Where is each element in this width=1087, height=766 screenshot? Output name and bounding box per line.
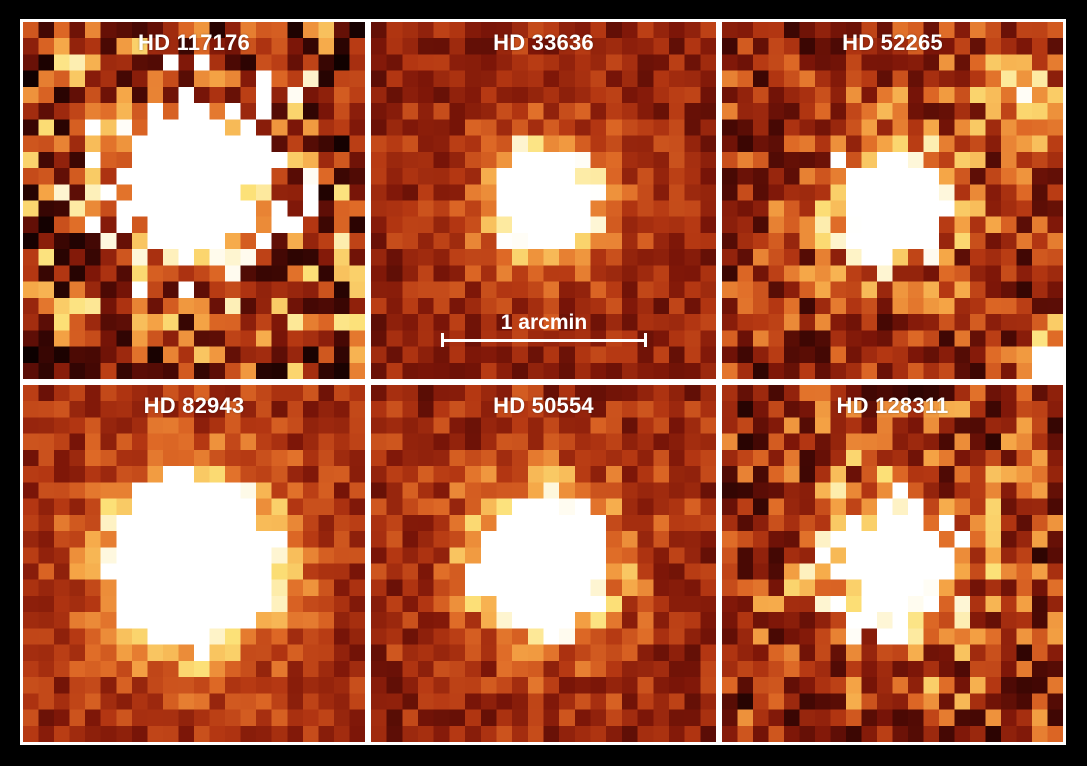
panel-image	[371, 22, 716, 379]
image-panel-hd-33636: HD 33636 1 arcmin	[371, 22, 716, 379]
image-panel-hd-117176: HD 117176	[23, 22, 365, 379]
panel-title: HD 33636	[493, 30, 594, 55]
panel-title: HD 117176	[138, 30, 250, 55]
image-panel-hd-128311: HD 128311	[722, 385, 1063, 742]
scale-bar-left-cap	[441, 333, 444, 347]
panel-image	[722, 385, 1063, 742]
scale-bar-label: 1 arcmin	[500, 311, 588, 334]
panel-grid: HD 117176 HD 33636 1 arcmin HD 52265 HD …	[20, 19, 1066, 745]
panel-title: HD 52265	[842, 30, 943, 55]
scale-bar-line	[443, 339, 645, 342]
panel-image	[722, 22, 1063, 379]
scale-bar-right-cap	[644, 333, 647, 347]
image-panel-hd-50554: HD 50554	[371, 385, 716, 742]
panel-image	[371, 385, 716, 742]
panel-title: HD 50554	[493, 393, 594, 418]
panel-image	[23, 385, 365, 742]
image-panel-hd-82943: HD 82943	[23, 385, 365, 742]
panel-image	[23, 22, 365, 379]
scale-bar: 1 arcmin	[441, 311, 647, 351]
image-panel-hd-52265: HD 52265	[722, 22, 1063, 379]
panel-title: HD 128311	[836, 393, 949, 418]
panel-title: HD 82943	[143, 393, 245, 418]
